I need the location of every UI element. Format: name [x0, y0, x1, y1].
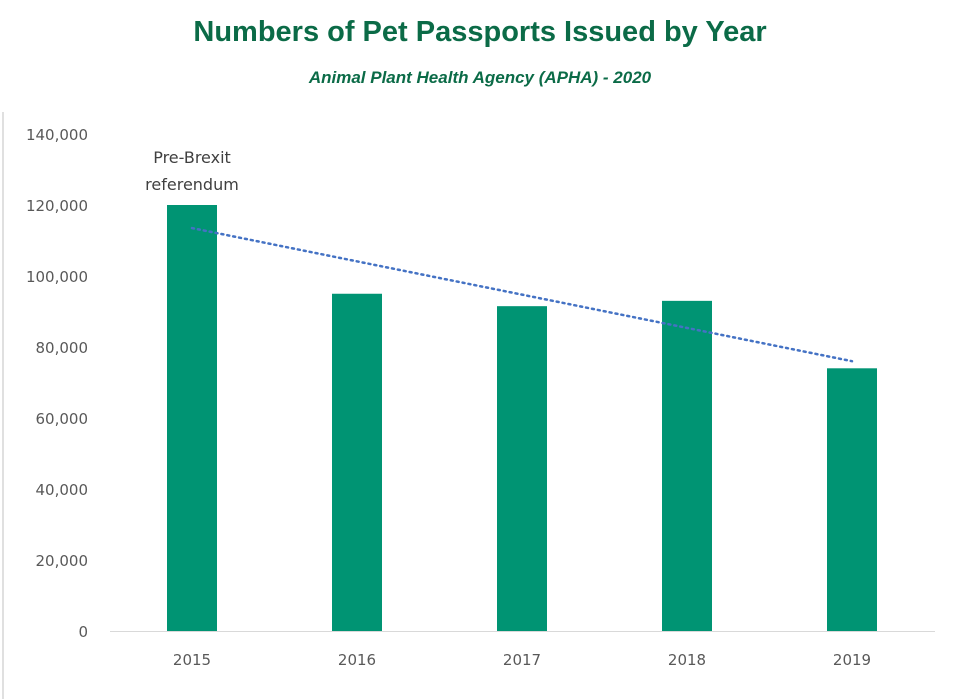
y-tick-label: 20,000 [36, 552, 89, 570]
y-tick-label: 0 [78, 623, 88, 641]
y-tick-label: 140,000 [26, 126, 88, 144]
y-tick-label: 80,000 [36, 339, 89, 357]
bar-2018 [662, 300, 712, 631]
y-tick-label: 60,000 [36, 410, 89, 428]
y-tick-label: 100,000 [26, 268, 88, 286]
trendline [190, 226, 854, 363]
x-tick-label: 2019 [833, 651, 871, 669]
annotation-line-1: Pre-Brexit [153, 148, 231, 167]
bar-2015 [167, 205, 217, 631]
bar-2019 [827, 368, 877, 631]
chart-frame-border [2, 112, 4, 699]
x-tick-label: 2015 [173, 651, 211, 669]
chart-title: Numbers of Pet Passports Issued by Year [193, 16, 767, 48]
chart-subtitle: Animal Plant Health Agency (APHA) - 2020 [308, 68, 652, 87]
annotation-line-2: referendum [145, 175, 239, 194]
x-tick-label: 2017 [503, 651, 541, 669]
x-tick-label: 2016 [338, 651, 376, 669]
bar-2016 [332, 293, 382, 631]
bar-2017 [497, 306, 547, 631]
y-tick-label: 120,000 [26, 197, 88, 215]
y-tick-label: 40,000 [36, 481, 89, 499]
x-tick-label: 2018 [668, 651, 706, 669]
